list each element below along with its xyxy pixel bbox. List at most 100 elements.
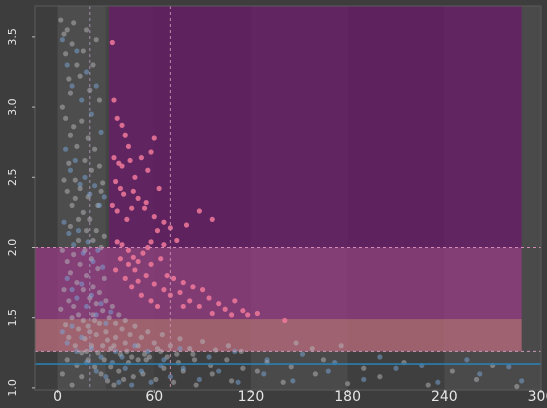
point-s1-112 [59, 371, 65, 377]
point-s0-53 [240, 308, 246, 314]
point-s2-64 [435, 379, 441, 385]
point-s1-69 [199, 338, 206, 345]
point-s1-41 [64, 258, 70, 265]
point-s0-42 [148, 261, 154, 267]
point-s0-26 [141, 205, 148, 211]
point-s2-17 [101, 194, 107, 200]
point-s1-83 [92, 364, 98, 370]
point-s0-78 [161, 242, 167, 248]
point-s2-8 [98, 129, 104, 135]
point-s1-4 [66, 76, 72, 82]
point-s1-165 [111, 343, 117, 349]
point-s0-61 [143, 272, 149, 279]
shaded-regions [35, 6, 522, 352]
point-s1-47 [83, 272, 90, 279]
point-s0-25 [129, 205, 135, 211]
point-s0-13 [148, 149, 154, 155]
point-s1-21 [79, 118, 85, 124]
point-s0-33 [196, 208, 202, 214]
point-s1-2 [63, 51, 69, 57]
point-s1-16 [59, 104, 65, 110]
point-s2-46 [103, 374, 109, 380]
point-s1-27 [100, 180, 106, 186]
point-s0-27 [151, 214, 157, 220]
point-s1-49 [90, 284, 96, 290]
x-tick-label-2: 120 [238, 389, 265, 405]
point-s2-54 [167, 374, 173, 380]
point-s1-3 [64, 27, 70, 33]
y-tick-label-4: 3.0 [6, 98, 19, 116]
x-tick-label-3: 180 [334, 389, 361, 405]
point-s0-29 [161, 219, 167, 225]
point-s1-75 [66, 334, 72, 340]
point-s1-7 [71, 20, 77, 26]
point-s0-50 [216, 301, 222, 307]
x-tick-label-1: 60 [145, 389, 163, 405]
point-s1-145 [66, 160, 72, 166]
point-s1-168 [158, 348, 164, 354]
point-s1-62 [138, 334, 144, 340]
point-s1-33 [80, 209, 86, 215]
point-s1-25 [92, 146, 98, 152]
point-s2-72 [177, 345, 183, 352]
point-s2-76 [299, 351, 306, 357]
point-s1-147 [77, 185, 83, 192]
point-s1-94 [135, 357, 141, 363]
point-s2-49 [122, 365, 128, 371]
x-tick-label-0: 0 [53, 389, 62, 405]
point-s1-152 [75, 237, 82, 244]
point-s2-1 [64, 62, 70, 68]
point-s2-48 [116, 379, 122, 385]
point-s1-11 [83, 27, 90, 33]
point-s0-6 [111, 155, 117, 161]
point-s2-7 [93, 83, 99, 89]
point-s1-140 [320, 357, 327, 363]
point-s2-2 [69, 83, 75, 89]
point-s1-51 [96, 289, 103, 296]
point-s0-17 [121, 191, 127, 197]
point-s1-37 [93, 228, 99, 234]
point-s1-109 [425, 382, 431, 388]
point-s1-1 [61, 31, 67, 37]
point-s2-66 [519, 378, 525, 384]
point-s1-123 [103, 329, 109, 335]
point-s1-42 [67, 270, 74, 276]
point-s0-60 [161, 287, 167, 293]
point-s1-29 [64, 188, 70, 194]
point-s1-17 [63, 115, 69, 121]
point-s2-40 [74, 348, 80, 354]
point-s2-37 [59, 329, 65, 335]
point-s0-66 [129, 284, 135, 290]
point-s1-163 [92, 317, 98, 324]
point-s1-56 [112, 320, 119, 326]
point-s1-71 [225, 343, 231, 349]
point-s1-105 [280, 379, 286, 385]
point-s0-21 [156, 185, 162, 192]
point-s1-103 [228, 378, 235, 384]
point-s1-139 [288, 364, 294, 370]
point-s1-87 [104, 378, 111, 384]
point-s1-88 [108, 364, 114, 370]
point-s1-93 [130, 374, 136, 380]
point-s2-68 [119, 354, 125, 360]
point-s0-35 [114, 239, 120, 245]
point-s1-46 [80, 287, 86, 293]
point-s1-19 [71, 124, 77, 130]
point-s2-75 [264, 357, 270, 363]
point-s0-58 [196, 303, 202, 310]
point-s2-26 [100, 264, 106, 270]
point-s0-11 [138, 155, 144, 161]
point-s1-125 [112, 334, 119, 340]
point-s0-39 [135, 258, 141, 265]
point-s0-9 [127, 157, 133, 164]
point-s1-6 [69, 41, 75, 47]
point-s1-39 [101, 233, 107, 239]
point-s1-30 [69, 202, 75, 208]
point-s2-55 [180, 365, 186, 371]
point-s2-19 [66, 230, 72, 237]
point-s2-35 [103, 320, 109, 326]
point-s0-69 [154, 303, 161, 310]
point-s2-65 [477, 371, 483, 377]
point-s0-28 [154, 228, 161, 234]
